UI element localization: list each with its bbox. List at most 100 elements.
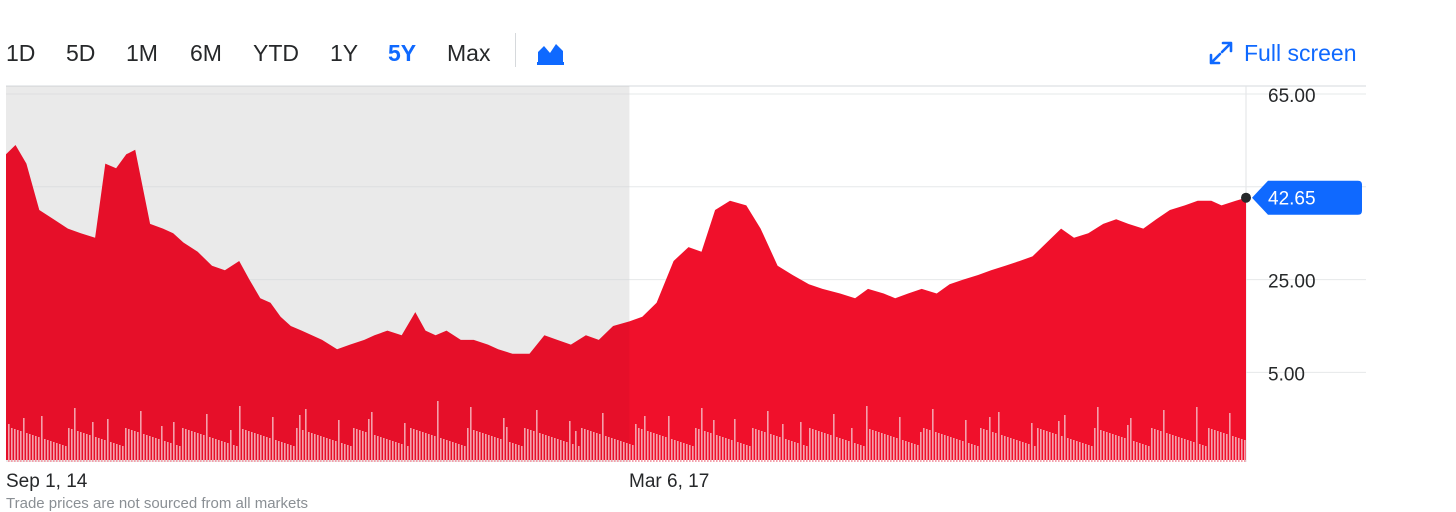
volume-bar [464,446,466,462]
volume-bar [767,411,769,462]
range-max-button[interactable]: Max [447,40,491,66]
volume-bar [287,444,289,462]
volume-bar [266,437,268,462]
volume-bar [962,441,964,462]
volume-bar [122,446,124,462]
volume-bar [923,428,925,462]
volume-bar [134,431,136,462]
chart-toolbar: 1D 5D 1M 6M YTD 1Y 5Y Max Full screen [0,30,1456,74]
volume-bar [1172,435,1174,462]
volume-bar [149,436,151,462]
volume-bar [434,436,436,462]
volume-bar [494,437,496,462]
volume-bar [572,444,574,462]
volume-bar [413,429,415,462]
volume-bar [431,435,433,462]
volume-bar [371,412,373,462]
volume-bar [53,442,55,462]
volume-bar [587,430,589,462]
volume-bar [158,439,160,462]
volume-bar [872,430,874,462]
volume-bar [638,428,640,462]
range-5y-button[interactable]: 5Y [388,40,417,66]
current-price-badge [1252,180,1362,215]
volume-bar [911,443,913,462]
volume-bar [578,446,580,462]
volume-bar [1055,434,1057,462]
volume-bar [101,439,103,462]
volume-bar [608,437,610,462]
range-6m-button[interactable]: 6M [190,40,222,66]
volume-bar [332,440,334,462]
volume-bar [956,439,958,462]
volume-bar [581,428,583,462]
volume-bar [50,441,52,462]
volume-bar [689,445,691,462]
volume-bar [1139,443,1141,462]
range-1m-button[interactable]: 1M [126,40,158,66]
volume-bar [521,446,523,462]
volume-bar [551,437,553,462]
volume-bar [830,435,832,462]
volume-bar [233,445,235,462]
volume-bar [1187,440,1189,462]
volume-bar [716,435,718,462]
volume-bar [137,432,139,462]
volume-bar [476,431,478,462]
volume-bar [206,414,208,462]
range-1y-button[interactable]: 1Y [330,40,359,66]
volume-bar [251,432,253,462]
range-1d-button[interactable]: 1D [6,40,36,66]
volume-bar [569,421,571,462]
volume-bar [383,438,385,462]
range-5d-button[interactable]: 5D [66,40,96,66]
volume-bar [584,429,586,462]
y-tick-label: 25.00 [1268,272,1316,293]
volume-bar [485,434,487,462]
volume-bar [230,430,232,462]
volume-bar [656,434,658,462]
volume-bar [875,431,877,462]
volume-bar [1112,434,1114,462]
volume-bar [524,428,526,462]
volume-bar [1064,415,1066,462]
volume-bar [992,432,994,462]
volume-bar [173,422,175,462]
volume-bar [194,432,196,462]
volume-bar [749,446,751,462]
volume-bar [419,431,421,462]
volume-bar [236,446,238,462]
current-price-dot [1241,192,1251,203]
volume-bar [1001,435,1003,462]
volume-bar [938,433,940,462]
volume-bar [392,441,394,462]
volume-bar [665,437,667,462]
volume-bar [278,441,280,462]
volume-bar [542,434,544,462]
volume-bar [953,438,955,462]
volume-bar [1082,443,1084,462]
volume-bar [941,434,943,462]
volume-bar [38,437,40,462]
volume-bar [650,432,652,462]
range-ytd-button[interactable]: YTD [253,40,299,66]
volume-bar [1163,410,1165,462]
volume-bar [374,435,376,462]
volume-bar [1205,446,1207,462]
volume-bar [782,424,784,462]
volume-bar [974,445,976,462]
volume-bar [893,437,895,462]
volume-bar [1166,433,1168,462]
mountain-chart-icon[interactable] [536,40,566,66]
volume-bar [896,438,898,462]
volume-bar [326,438,328,462]
toolbar-divider [515,33,516,67]
volume-bar [131,430,133,462]
volume-bar [1235,437,1237,462]
volume-bar [653,433,655,462]
volume-bar [668,416,670,462]
volume-bar [1160,431,1162,462]
volume-bar [905,441,907,462]
volume-bar [128,429,130,462]
